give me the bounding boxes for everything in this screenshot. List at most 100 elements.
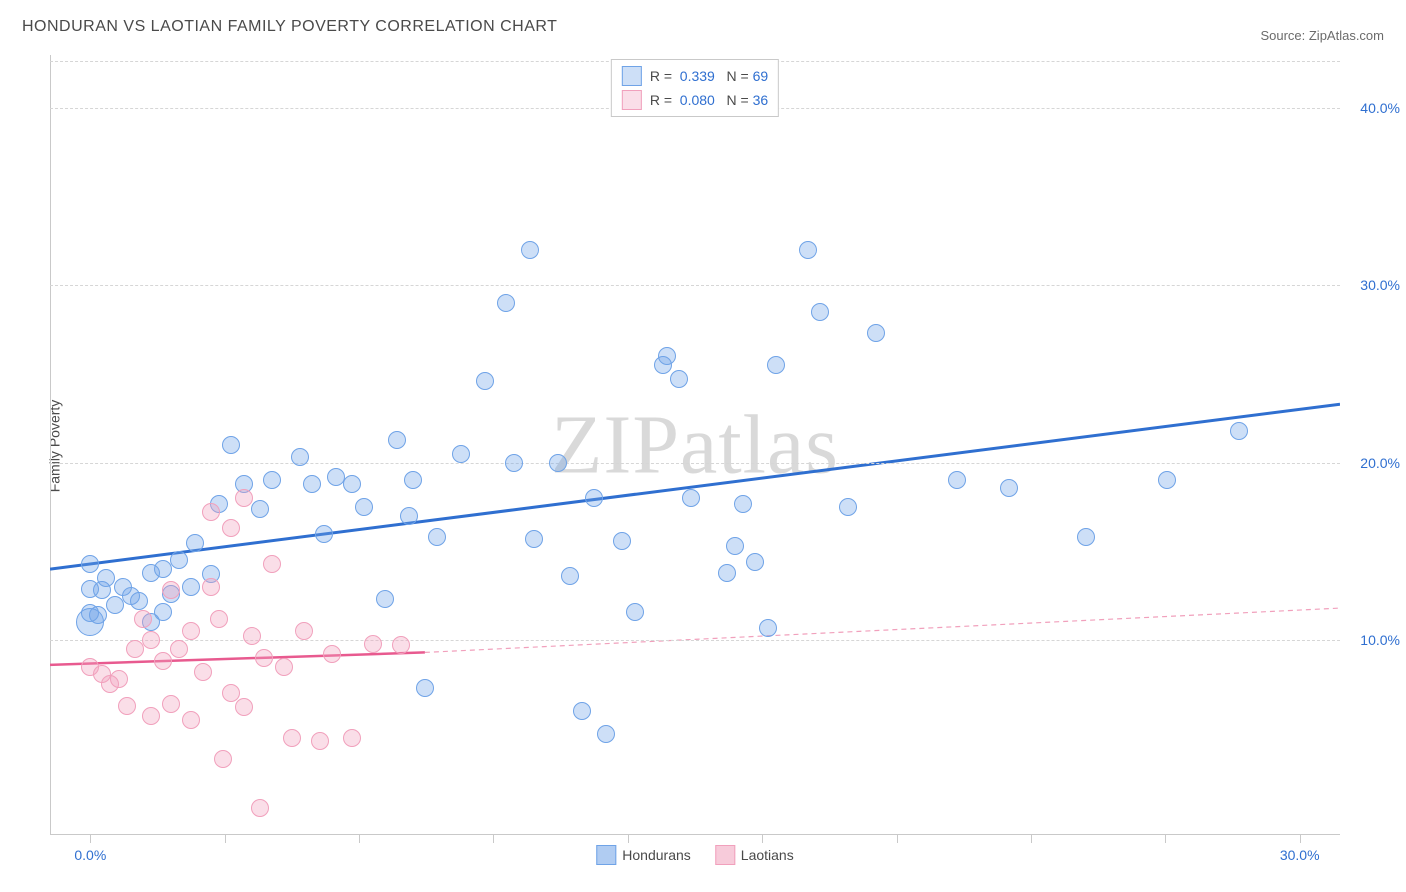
scatter-point — [839, 498, 857, 516]
source-name: ZipAtlas.com — [1309, 28, 1384, 43]
y-axis-line — [50, 55, 51, 835]
scatter-point — [291, 448, 309, 466]
scatter-point — [315, 525, 333, 543]
scatter-point — [525, 530, 543, 548]
scatter-point — [355, 498, 373, 516]
scatter-point — [388, 431, 406, 449]
scatter-point — [476, 372, 494, 390]
scatter-point — [154, 560, 172, 578]
stats-text: R = 0.339 N = 69 — [650, 68, 768, 84]
scatter-point — [243, 627, 261, 645]
scatter-point — [106, 596, 124, 614]
scatter-point — [110, 670, 128, 688]
y-tick-label: 40.0% — [1345, 100, 1400, 116]
y-tick-label: 10.0% — [1345, 632, 1400, 648]
scatter-point — [404, 471, 422, 489]
scatter-point — [767, 356, 785, 374]
scatter-point — [222, 436, 240, 454]
correlation-stats-box: R = 0.339 N = 69 R = 0.080 N = 36 — [611, 59, 779, 117]
scatter-point — [255, 649, 273, 667]
scatter-point — [734, 495, 752, 513]
stats-text: R = 0.080 N = 36 — [650, 92, 768, 108]
scatter-point — [452, 445, 470, 463]
scatter-point — [162, 581, 180, 599]
watermark-part-b: atlas — [680, 399, 839, 492]
scatter-point — [867, 324, 885, 342]
scatter-point — [222, 519, 240, 537]
scatter-point — [726, 537, 744, 555]
scatter-point — [170, 551, 188, 569]
scatter-point — [682, 489, 700, 507]
legend-item: Laotians — [715, 845, 794, 865]
scatter-point — [343, 729, 361, 747]
x-tick — [90, 835, 91, 843]
scatter-point — [311, 732, 329, 750]
scatter-point — [521, 241, 539, 259]
scatter-point — [948, 471, 966, 489]
x-axis-line — [50, 834, 1340, 835]
scatter-point — [303, 475, 321, 493]
scatter-point — [573, 702, 591, 720]
scatter-point — [799, 241, 817, 259]
scatter-point — [210, 610, 228, 628]
scatter-point — [283, 729, 301, 747]
legend-label: Hondurans — [622, 847, 691, 863]
scatter-point — [759, 619, 777, 637]
scatter-point — [118, 697, 136, 715]
scatter-point — [182, 622, 200, 640]
legend-swatch — [596, 845, 616, 865]
scatter-point — [251, 500, 269, 518]
scatter-point — [718, 564, 736, 582]
scatter-point — [613, 532, 631, 550]
x-tick — [1031, 835, 1032, 843]
scatter-point — [202, 578, 220, 596]
scatter-point — [251, 799, 269, 817]
scatter-point — [154, 652, 172, 670]
scatter-point — [323, 645, 341, 663]
scatter-point — [154, 603, 172, 621]
scatter-point — [235, 698, 253, 716]
legend-label: Laotians — [741, 847, 794, 863]
scatter-point — [142, 631, 160, 649]
series-swatch — [622, 90, 642, 110]
scatter-point — [626, 603, 644, 621]
scatter-point — [126, 640, 144, 658]
x-tick — [225, 835, 226, 843]
scatter-point — [364, 635, 382, 653]
x-tick — [628, 835, 629, 843]
scatter-point — [1230, 422, 1248, 440]
scatter-point — [263, 471, 281, 489]
scatter-point — [497, 294, 515, 312]
scatter-point — [392, 636, 410, 654]
scatter-point — [376, 590, 394, 608]
scatter-point — [142, 707, 160, 725]
scatter-point — [81, 555, 99, 573]
scatter-point — [670, 370, 688, 388]
scatter-point — [585, 489, 603, 507]
scatter-point — [400, 507, 418, 525]
legend-item: Hondurans — [596, 845, 691, 865]
scatter-point — [235, 489, 253, 507]
scatter-point — [182, 711, 200, 729]
chart-title: HONDURAN VS LAOTIAN FAMILY POVERTY CORRE… — [22, 18, 557, 36]
scatter-point — [1000, 479, 1018, 497]
scatter-point — [1158, 471, 1176, 489]
scatter-point — [130, 592, 148, 610]
scatter-point — [275, 658, 293, 676]
source-label: Source: — [1260, 28, 1308, 43]
stats-row: R = 0.339 N = 69 — [622, 64, 768, 88]
x-tick — [359, 835, 360, 843]
scatter-point — [428, 528, 446, 546]
scatter-point — [214, 750, 232, 768]
grid-line — [50, 285, 1340, 286]
scatter-point — [202, 503, 220, 521]
scatter-point — [170, 640, 188, 658]
scatter-point — [561, 567, 579, 585]
scatter-plot: ZIPatlas R = 0.339 N = 69 R = 0.080 N = 3… — [50, 55, 1340, 835]
trend-line — [425, 608, 1340, 652]
scatter-point — [76, 608, 104, 636]
watermark: ZIPatlas — [551, 397, 839, 494]
x-tick — [493, 835, 494, 843]
x-tick-label: 0.0% — [74, 847, 106, 863]
x-tick — [1300, 835, 1301, 843]
